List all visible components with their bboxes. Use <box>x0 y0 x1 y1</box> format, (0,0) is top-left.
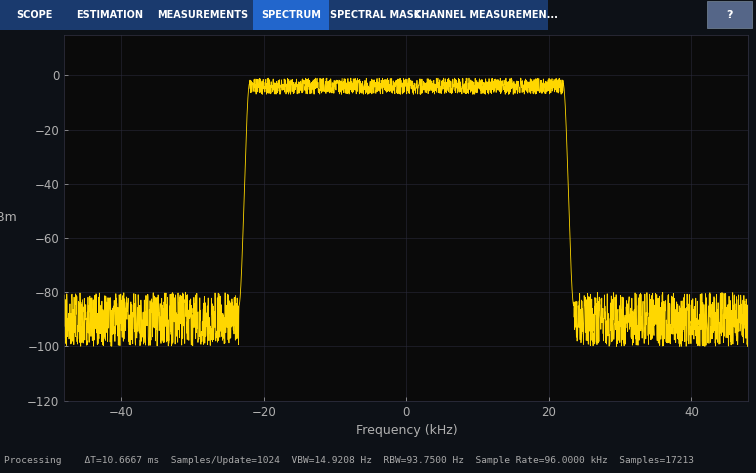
Text: SPECTRUM: SPECTRUM <box>261 10 321 20</box>
Text: MEASUREMENTS: MEASUREMENTS <box>156 10 248 20</box>
Y-axis label: dBm: dBm <box>0 211 17 224</box>
Bar <box>253 0 329 30</box>
Bar <box>0 0 68 30</box>
Text: ESTIMATION: ESTIMATION <box>76 10 143 20</box>
Text: SPECTRAL MASK: SPECTRAL MASK <box>330 10 422 20</box>
Text: CHANNEL MEASUREMEN...: CHANNEL MEASUREMEN... <box>414 10 558 20</box>
Bar <box>151 0 253 30</box>
Bar <box>423 0 548 30</box>
Text: ?: ? <box>727 10 733 20</box>
Bar <box>329 0 423 30</box>
Bar <box>707 1 752 28</box>
Bar <box>68 0 151 30</box>
Text: Processing    ΔT=10.6667 ms  Samples/Update=1024  VBW=14.9208 Hz  RBW=93.7500 Hz: Processing ΔT=10.6667 ms Samples/Update=… <box>4 456 694 465</box>
X-axis label: Frequency (kHz): Frequency (kHz) <box>355 424 457 437</box>
Text: SCOPE: SCOPE <box>16 10 52 20</box>
